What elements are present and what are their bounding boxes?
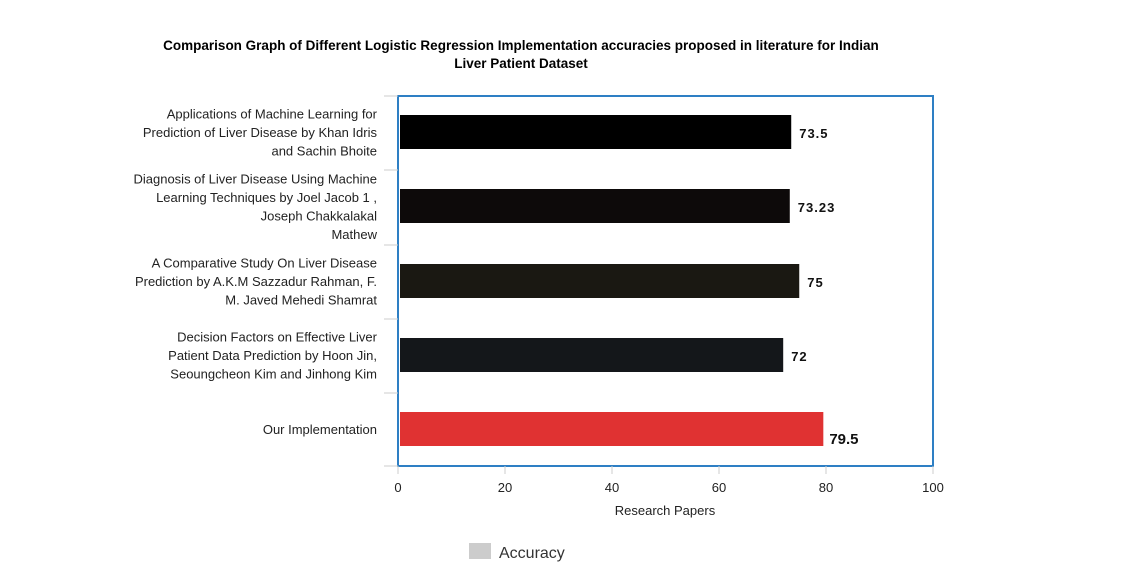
data-label: 79.5 — [829, 431, 858, 448]
data-label: 73.23 — [798, 200, 836, 215]
chart-title-line: Comparison Graph of Different Logistic R… — [163, 38, 879, 53]
x-tick-label: 20 — [498, 480, 512, 495]
x-tick-label: 60 — [712, 480, 726, 495]
x-tick-label: 80 — [819, 480, 833, 495]
data-label: 75 — [807, 275, 823, 290]
bar — [400, 264, 800, 298]
x-tick-label: 40 — [605, 480, 619, 495]
category-label: and Sachin Bhoite — [271, 144, 377, 159]
category-label: Prediction of Liver Disease by Khan Idri… — [143, 125, 378, 140]
x-tick-label: 100 — [922, 480, 944, 495]
axes: 0 20 40 60 80 100 Research Papers — [384, 95, 944, 518]
category-label: Learning Techniques by Joel Jacob 1 , — [156, 190, 377, 205]
category-label: Patient Data Prediction by Hoon Jin, — [168, 348, 377, 363]
x-axis-title: Research Papers — [615, 503, 716, 518]
category-label: Decision Factors on Effective Liver — [177, 330, 378, 345]
category-label: A Comparative Study On Liver Disease — [152, 256, 377, 271]
legend-label: Accuracy — [499, 545, 565, 562]
category-label: Joseph Chakkalakal — [261, 208, 377, 223]
bar — [400, 412, 824, 446]
legend: Accuracy — [469, 543, 565, 562]
category-label: Seoungcheon Kim and Jinhong Kim — [170, 367, 377, 382]
bars — [400, 115, 824, 446]
bar — [400, 338, 784, 372]
bar — [400, 115, 792, 149]
data-labels: 73.5 73.23 75 72 79.5 — [791, 126, 858, 448]
legend-swatch — [469, 543, 491, 559]
category-label: Applications of Machine Learning for — [167, 107, 378, 122]
data-label: 72 — [791, 349, 807, 364]
category-label: Diagnosis of Liver Disease Using Machine — [133, 171, 377, 186]
chart-title-line: Liver Patient Dataset — [454, 56, 588, 71]
x-tick-label: 0 — [394, 480, 401, 495]
category-label: Prediction by A.K.M Sazzadur Rahman, F. — [135, 274, 377, 289]
category-label: M. Javed Mehedi Shamrat — [225, 293, 377, 308]
bar — [400, 189, 790, 223]
category-labels: Applications of Machine Learning for Pred… — [133, 107, 377, 438]
data-label: 73.5 — [799, 126, 828, 141]
plot-frame — [397, 95, 934, 467]
chart-title: Comparison Graph of Different Logistic R… — [163, 38, 879, 71]
category-label: Mathew — [331, 227, 377, 242]
category-label: Our Implementation — [263, 422, 377, 437]
